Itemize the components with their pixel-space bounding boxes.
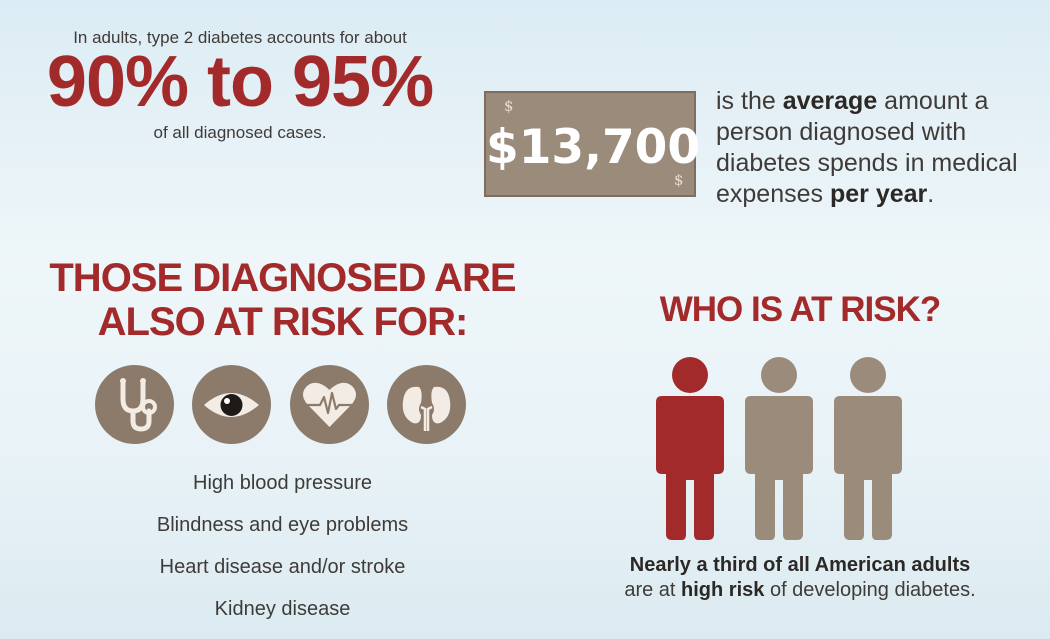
person-icon-highlighted xyxy=(656,357,724,540)
eye-icon xyxy=(192,365,271,444)
cost-box: $ $13,700 $ xyxy=(484,91,701,197)
heart-icon xyxy=(290,365,369,444)
person-icon xyxy=(834,357,902,540)
stat-range: 90% to 95% xyxy=(46,42,434,122)
condition-item: High blood pressure xyxy=(193,472,372,494)
risks-heading: THOSE DIAGNOSED ARE ALSO AT RISK FOR: xyxy=(49,256,516,344)
who-caption: Nearly a third of all American adults ar… xyxy=(624,554,976,601)
person-icon xyxy=(745,357,813,540)
cost-amount: $13,700 xyxy=(486,120,701,175)
dollar-sign-bottom: $ xyxy=(674,171,684,189)
dollar-sign-top: $ xyxy=(504,97,514,115)
stat-intro: In adults, type 2 diabetes accounts for … xyxy=(73,28,407,47)
conditions-list: High blood pressure Blindness and eye pr… xyxy=(30,468,535,636)
kidney-icon xyxy=(387,365,466,444)
who-heading: WHO IS AT RISK? xyxy=(659,290,942,329)
cost-description: is the average amount a person diagnosed… xyxy=(716,87,1018,208)
stethoscope-icon xyxy=(95,365,174,444)
condition-item: Blindness and eye problems xyxy=(156,514,409,536)
stat-sub: of all diagnosed cases. xyxy=(153,123,327,142)
condition-item: Kidney disease xyxy=(214,598,351,620)
condition-item: Heart disease and/or stroke xyxy=(159,556,406,578)
